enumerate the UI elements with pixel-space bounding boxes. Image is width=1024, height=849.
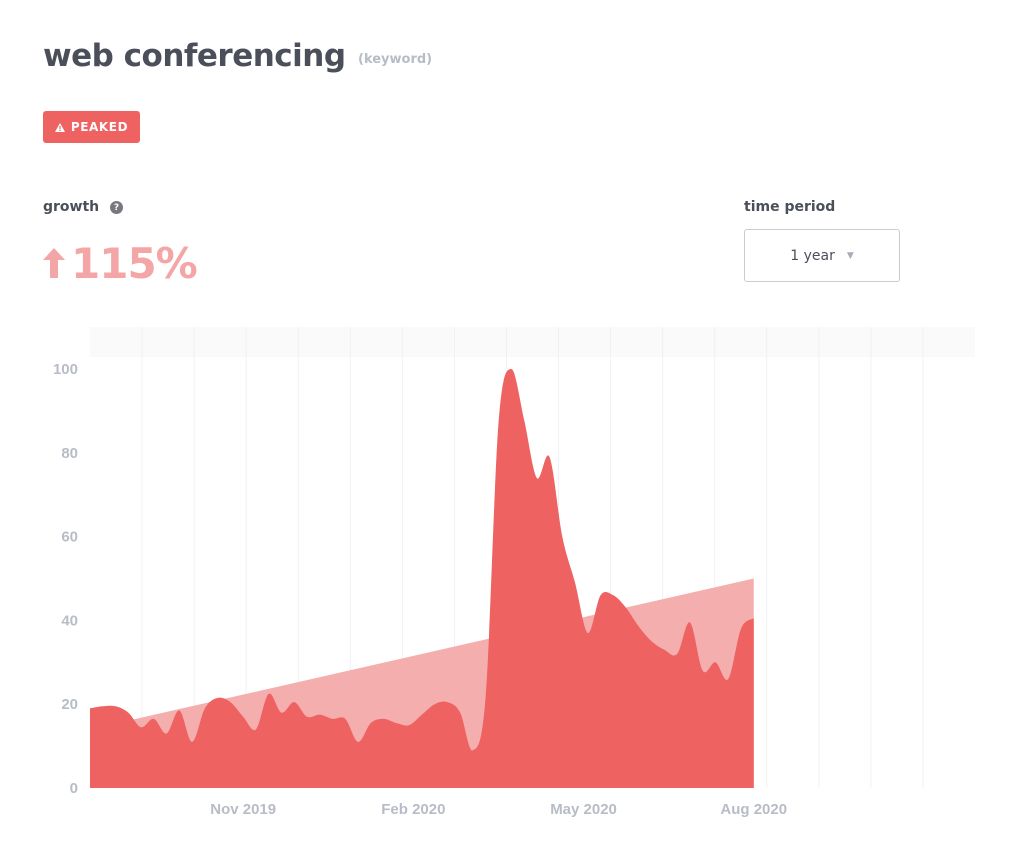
growth-value: 115% [43,238,198,288]
x-tick-label: May 2020 [550,801,617,818]
page-title: web conferencing [43,38,346,74]
time-period-label: time period [744,199,836,215]
y-tick-label: 80 [61,445,78,462]
y-tick-label: 40 [61,612,78,629]
series-area [90,368,754,788]
y-tick-label: 100 [53,361,78,378]
growth-percentage: 115% [71,238,198,288]
keyword-type-label: (keyword) [358,52,433,67]
badge-label: PEAKED [70,120,129,134]
x-tick-label: Feb 2020 [381,801,445,818]
time-period-value: 1 year [790,247,835,264]
caret-down-icon: ▼ [846,250,854,261]
plot-top-band [90,327,975,357]
question-icon[interactable]: ? [110,201,123,214]
arrow-up-icon [43,248,65,278]
growth-label: growth [43,199,100,215]
time-period-select[interactable]: 1 year ▼ [744,229,900,282]
warning-icon [54,122,65,132]
y-tick-label: 20 [61,696,78,713]
y-tick-label: 60 [61,529,78,546]
x-tick-label: Aug 2020 [720,801,787,818]
x-tick-label: Nov 2019 [210,801,276,818]
y-tick-label: 0 [70,780,78,797]
peaked-badge: PEAKED [43,111,140,143]
